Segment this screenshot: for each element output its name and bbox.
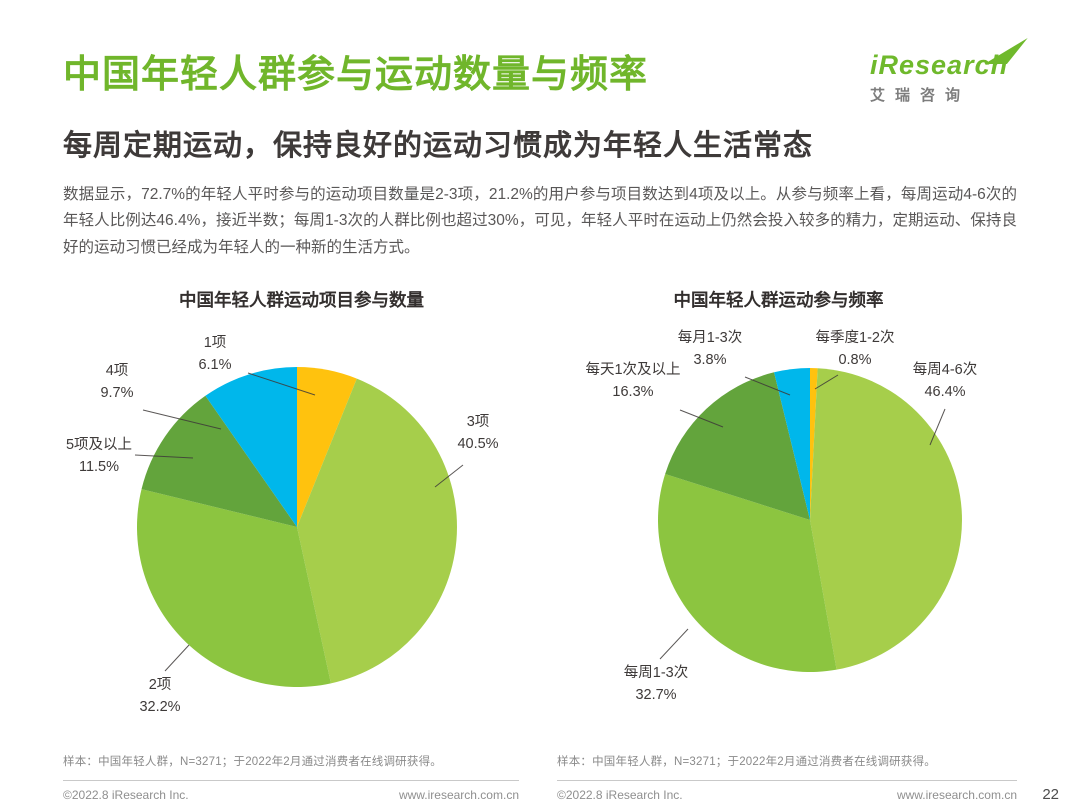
pie-slice xyxy=(665,372,810,520)
pie-label-5xiang: 5项及以上 11.5% xyxy=(65,437,133,475)
header: 中国年轻人群参与运动数量与频率 每周定期运动，保持良好的运动习惯成为年轻人生活常… xyxy=(63,52,1017,261)
pie-label-1xiang: 1项 6.1% xyxy=(198,335,232,373)
sample-note-right: 样本：中国年轻人群，N=3271；于2022年2月通过消费者在线调研获得。 xyxy=(557,756,936,768)
pie-label-daily: 每天1次及以上 16.3% xyxy=(585,362,681,400)
footer: ©2022.8 iResearch Inc. www.iresearch.com… xyxy=(63,780,1059,803)
page-number: 22 xyxy=(1042,786,1059,803)
footer-right: ©2022.8 iResearch Inc. www.iresearch.com… xyxy=(557,780,1017,802)
footer-site-left: www.iresearch.com.cn xyxy=(398,788,519,802)
logo-leaf-icon xyxy=(984,38,1028,64)
footer-left: ©2022.8 iResearch Inc. www.iresearch.com… xyxy=(63,780,519,802)
pie-chart-frequency: 中国年轻人群运动参与频率 每季度1-2次 0.8% xyxy=(540,287,1017,769)
logo-brand-text-cn: 艾瑞咨询 xyxy=(870,87,971,104)
pie-slice xyxy=(141,395,297,527)
leader-lines xyxy=(134,372,464,672)
logo-brand-text: iResearch xyxy=(870,50,1009,80)
leader-lines xyxy=(659,374,946,660)
pie-slice xyxy=(810,368,818,520)
sample-note-left: 样本：中国年轻人群，N=3271；于2022年2月通过消费者在线调研获得。 xyxy=(63,756,442,768)
pie-label-3xiang: 3项 40.5% xyxy=(457,414,499,452)
footer-copyright-left: ©2022.8 iResearch Inc. xyxy=(63,788,189,802)
chart-title-left: 中国年轻人群运动项目参与数量 xyxy=(179,290,424,310)
iresearch-logo: iResearch 艾瑞咨询 xyxy=(870,38,1028,105)
pie-label-monthly: 每月1-3次 3.8% xyxy=(677,330,743,368)
charts-row: 中国年轻人群运动项目参与数量 1项 6.1% xyxy=(63,287,1017,769)
pie-slice xyxy=(774,368,810,520)
pie-slice xyxy=(137,489,331,687)
footer-site-right: www.iresearch.com.cn xyxy=(896,788,1017,802)
pie-label-quarterly: 每季度1-2次 0.8% xyxy=(815,330,895,368)
pie-label-2xiang: 2项 32.2% xyxy=(139,677,181,715)
body-text: 数据显示，72.7%的年轻人平时参与的运动项目数量是2-3项，21.2%的用户参… xyxy=(63,185,1017,256)
pie-left xyxy=(134,367,464,687)
pie-area-right: 每季度1-2次 0.8% 每周4-6次 46.4% 每周1-3次 32.7% 每… xyxy=(540,315,1017,747)
pie-area-left: 1项 6.1% 3项 40.5% 2项 32.2% 5项及以上 11.5% 4项 xyxy=(63,315,540,747)
pie-slice xyxy=(810,368,962,670)
pie-slice xyxy=(205,367,297,527)
pie-slice xyxy=(297,367,357,527)
pie-label-4xiang: 4项 9.7% xyxy=(100,363,134,401)
chart-title-right: 中国年轻人群运动参与频率 xyxy=(673,290,884,310)
pie-chart-participation-count: 中国年轻人群运动项目参与数量 1项 6.1% xyxy=(63,287,540,769)
pie-label-week-4-6: 每周4-6次 46.4% xyxy=(912,362,978,400)
pie-label-week-1-3: 每周1-3次 32.7% xyxy=(623,665,689,703)
page-subtitle: 每周定期运动，保持良好的运动习惯成为年轻人生活常态 xyxy=(63,129,814,162)
pie-slice xyxy=(658,473,837,672)
pie-right xyxy=(658,368,962,672)
footer-copyright-right: ©2022.8 iResearch Inc. xyxy=(557,788,683,802)
page-title: 中国年轻人群参与运动数量与频率 xyxy=(63,54,649,96)
pie-slice xyxy=(297,378,457,684)
